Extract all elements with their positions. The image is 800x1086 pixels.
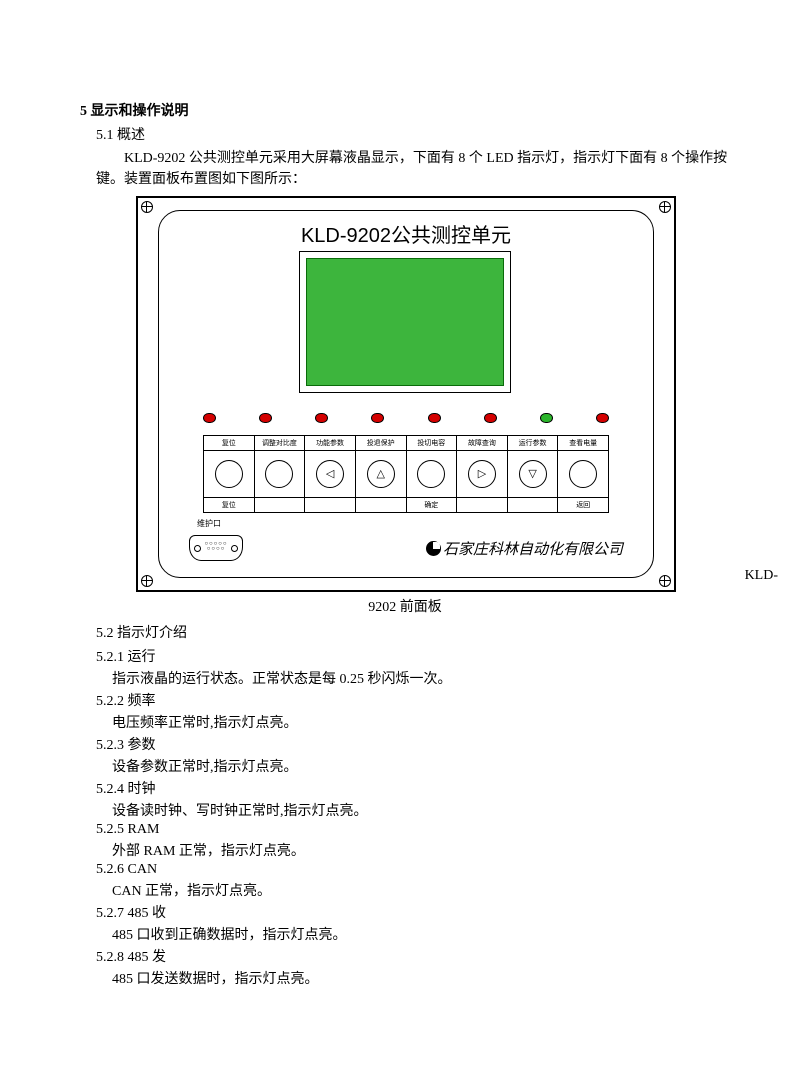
screw-icon (659, 201, 671, 213)
key-button-area (215, 451, 243, 497)
key-bottom-label: 确定 (407, 497, 457, 512)
key-button-icon[interactable]: ◁ (316, 460, 344, 488)
key-glyph: ▷ (478, 469, 486, 480)
key-button-area: ◁ (316, 451, 344, 497)
key-bottom-label (255, 497, 305, 512)
section-5-heading: 5 显示和操作说明 (80, 100, 730, 120)
keypad-key[interactable]: 复位复位 (204, 436, 255, 512)
led-indicator-row (203, 413, 609, 423)
section-5-1-heading: 5.1 概述 (96, 124, 730, 144)
key-button-icon[interactable] (215, 460, 243, 488)
keypad-key[interactable]: 故障查询 ▷ (457, 436, 508, 512)
key-button-icon[interactable] (569, 460, 597, 488)
led-indicator-icon (540, 413, 553, 423)
figure-caption-prefix: KLD- (745, 568, 778, 584)
indicator-item-body: CAN 正常，指示灯点亮。 (112, 880, 730, 900)
section-5-2-heading: 5.2 指示灯介绍 (96, 622, 730, 642)
key-top-label: 投退保护 (356, 436, 406, 451)
keypad-key[interactable]: 调整对比度 (255, 436, 306, 512)
led-indicator-icon (428, 413, 441, 423)
indicator-item-heading: 5.2.8 485 发 (96, 946, 730, 966)
indicator-item-body: 指示液晶的运行状态。正常状态是每 0.25 秒闪烁一次。 (112, 668, 730, 688)
led-indicator-icon (259, 413, 272, 423)
key-button-area (265, 451, 293, 497)
key-button-area (417, 451, 445, 497)
lcd-screen-inner (306, 258, 504, 386)
panel-outer-frame: KLD-9202公共测控单元 复位复位调整对比度功能参数◁投退保护△投切电容确定… (136, 196, 676, 592)
key-top-label: 功能参数 (305, 436, 355, 451)
brand-logo-icon (426, 541, 441, 556)
keypad-key[interactable]: 查看电量返回 (558, 436, 608, 512)
led-indicator-icon (596, 413, 609, 423)
key-bottom-label (305, 497, 355, 512)
key-button-area: ▷ (468, 451, 496, 497)
indicator-item-heading: 5.2.3 参数 (96, 734, 730, 754)
keypad-key[interactable]: 投退保护 △ (356, 436, 407, 512)
indicator-item-heading: 5.2.1 运行 (96, 646, 730, 666)
led-indicator-icon (371, 413, 384, 423)
indicator-item-heading: 5.2.2 频率 (96, 690, 730, 710)
indicator-item-heading: 5.2.5 RAM (96, 822, 730, 838)
panel-inner-frame: KLD-9202公共测控单元 复位复位调整对比度功能参数◁投退保护△投切电容确定… (158, 210, 654, 578)
key-button-area (569, 451, 597, 497)
keypad-key[interactable]: 运行参数 ▽ (508, 436, 559, 512)
key-bottom-label: 复位 (204, 497, 254, 512)
brand-text: 石家庄科林自动化有限公司 (443, 538, 623, 559)
key-button-icon[interactable]: ▷ (468, 460, 496, 488)
indicator-item-body: 外部 RAM 正常，指示灯点亮。 (112, 840, 730, 860)
screw-icon (659, 575, 671, 587)
indicator-item-body: 485 口收到正确数据时，指示灯点亮。 (112, 924, 730, 944)
key-top-label: 查看电量 (558, 436, 608, 451)
key-top-label: 运行参数 (508, 436, 558, 451)
indicator-item-body: 设备读时钟、写时钟正常时,指示灯点亮。 (112, 800, 730, 820)
screw-icon (141, 575, 153, 587)
key-top-label: 调整对比度 (255, 436, 305, 451)
key-bottom-label (508, 497, 558, 512)
key-top-label: 复位 (204, 436, 254, 451)
indicator-item-body: 485 口发送数据时，指示灯点亮。 (112, 968, 730, 988)
key-button-area: △ (367, 451, 395, 497)
key-bottom-label: 返回 (558, 497, 608, 512)
key-glyph: △ (376, 469, 384, 480)
keypad: 复位复位调整对比度功能参数◁投退保护△投切电容确定故障查询▷运行参数▽查看电量返… (203, 435, 609, 513)
key-button-icon[interactable]: △ (367, 460, 395, 488)
keypad-key[interactable]: 功能参数 ◁ (305, 436, 356, 512)
serial-port-label: 维护口 (197, 518, 221, 529)
lcd-screen (299, 251, 511, 393)
front-panel-figure: KLD-9202公共测控单元 复位复位调整对比度功能参数◁投退保护△投切电容确定… (136, 196, 730, 592)
led-indicator-icon (203, 413, 216, 423)
indicator-item-body: 设备参数正常时,指示灯点亮。 (112, 756, 730, 776)
key-bottom-label (356, 497, 406, 512)
indicator-item-heading: 5.2.4 时钟 (96, 778, 730, 798)
manufacturer-brand: 石家庄科林自动化有限公司 (426, 538, 623, 559)
led-indicator-icon (484, 413, 497, 423)
device-title: KLD-9202公共测控单元 (159, 219, 653, 248)
serial-port-icon: ○○○○○○○○○ (189, 535, 243, 561)
key-button-icon[interactable]: ▽ (519, 460, 547, 488)
port-pins-icon: ○○○○○○○○○ (203, 542, 229, 552)
indicator-item-heading: 5.2.7 485 收 (96, 902, 730, 922)
keypad-key[interactable]: 投切电容确定 (407, 436, 458, 512)
key-bottom-label (457, 497, 507, 512)
key-glyph: ◁ (326, 469, 334, 480)
figure-caption: 9202 前面板 (80, 596, 730, 616)
indicator-item-heading: 5.2.6 CAN (96, 862, 730, 878)
key-glyph: ▽ (528, 469, 536, 480)
key-top-label: 故障查询 (457, 436, 507, 451)
key-button-icon[interactable] (417, 460, 445, 488)
intro-paragraph: KLD-9202 公共测控单元采用大屏幕液晶显示，下面有 8 个 LED 指示灯… (96, 148, 730, 190)
led-indicator-icon (315, 413, 328, 423)
key-button-area: ▽ (519, 451, 547, 497)
indicator-item-body: 电压频率正常时,指示灯点亮。 (112, 712, 730, 732)
key-top-label: 投切电容 (407, 436, 457, 451)
key-button-icon[interactable] (265, 460, 293, 488)
screw-icon (141, 201, 153, 213)
